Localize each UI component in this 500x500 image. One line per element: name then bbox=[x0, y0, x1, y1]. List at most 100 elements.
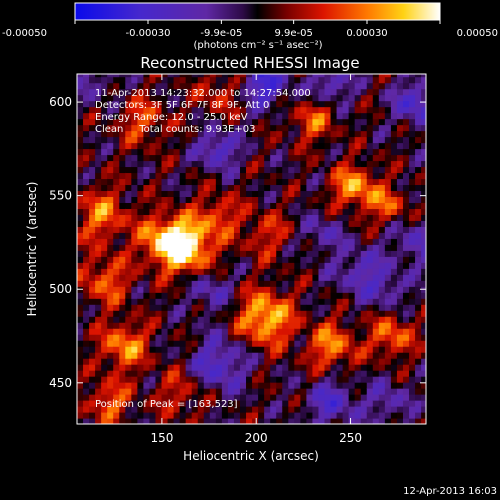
heatmap-cell bbox=[191, 154, 199, 162]
heatmap-cell bbox=[324, 376, 332, 383]
heatmap-cell bbox=[233, 280, 241, 287]
heatmap-cell bbox=[191, 130, 199, 138]
heatmap-cell bbox=[366, 364, 374, 371]
heatmap-cell bbox=[191, 88, 199, 96]
heatmap-cell bbox=[221, 370, 229, 377]
heatmap-cell bbox=[276, 172, 283, 180]
heatmap-cell bbox=[155, 298, 163, 305]
heatmap-cell bbox=[318, 148, 326, 156]
heatmap-cell bbox=[324, 334, 332, 341]
heatmap-cell bbox=[209, 208, 217, 215]
heatmap-cell bbox=[415, 286, 422, 293]
heatmap-cell bbox=[258, 298, 265, 305]
heatmap-cell bbox=[173, 94, 181, 102]
heatmap-cell bbox=[300, 412, 307, 419]
heatmap-cell bbox=[209, 400, 217, 407]
heatmap-cell bbox=[396, 328, 404, 335]
heatmap-cell bbox=[77, 358, 84, 365]
heatmap-cell bbox=[137, 154, 145, 162]
heatmap-cell bbox=[421, 328, 426, 335]
heatmap-cell bbox=[306, 394, 314, 401]
heatmap-cell bbox=[396, 232, 404, 239]
heatmap-cell bbox=[227, 280, 235, 287]
heatmap-cell bbox=[384, 106, 392, 114]
heatmap-cell bbox=[185, 262, 193, 269]
heatmap-cell bbox=[113, 268, 120, 275]
heatmap-cell bbox=[191, 400, 199, 407]
heatmap-cell bbox=[77, 94, 84, 102]
heatmap-cell bbox=[378, 388, 386, 395]
heatmap-cell bbox=[167, 316, 175, 323]
heatmap-cell bbox=[360, 370, 368, 377]
heatmap-cell bbox=[252, 256, 259, 263]
heatmap-cell bbox=[77, 178, 84, 186]
heatmap-cell bbox=[384, 88, 392, 96]
heatmap-cell bbox=[119, 94, 126, 102]
heatmap-cell bbox=[233, 298, 241, 305]
heatmap-cell bbox=[107, 412, 114, 419]
heatmap-cell bbox=[191, 274, 199, 281]
heatmap-cell bbox=[378, 304, 386, 311]
heatmap-cell bbox=[221, 262, 229, 269]
heatmap-cell bbox=[258, 250, 265, 257]
heatmap-cell bbox=[113, 394, 120, 401]
heatmap-cell bbox=[233, 160, 241, 168]
heatmap-cell bbox=[119, 124, 126, 132]
heatmap-cell bbox=[402, 130, 410, 138]
heatmap-cell bbox=[215, 136, 223, 144]
heatmap-cell bbox=[167, 148, 175, 156]
heatmap-cell bbox=[372, 328, 380, 335]
heatmap-cell bbox=[233, 118, 241, 126]
heatmap-cell bbox=[119, 196, 126, 203]
heatmap-cell bbox=[276, 274, 283, 281]
heatmap-cell bbox=[137, 298, 145, 305]
heatmap-cell bbox=[409, 352, 416, 359]
heatmap-cell bbox=[282, 142, 289, 150]
heatmap-cell bbox=[276, 280, 283, 287]
heatmap-cell bbox=[390, 232, 398, 239]
heatmap-cell bbox=[258, 406, 265, 413]
heatmap-cell bbox=[360, 154, 368, 162]
heatmap-cell bbox=[384, 214, 392, 221]
heatmap-cell bbox=[264, 376, 271, 383]
heatmap-cell bbox=[415, 358, 422, 365]
heatmap-cell bbox=[215, 106, 223, 114]
heatmap-cell bbox=[191, 328, 199, 335]
heatmap-cell bbox=[372, 172, 380, 180]
heatmap-cell bbox=[233, 130, 241, 138]
heatmap-cell bbox=[366, 256, 374, 263]
heatmap-cell bbox=[306, 136, 314, 144]
heatmap-cell bbox=[203, 286, 211, 293]
heatmap-cell bbox=[300, 94, 307, 102]
heatmap-cell bbox=[95, 370, 102, 377]
heatmap-cell bbox=[83, 124, 90, 132]
heatmap-cell bbox=[113, 220, 120, 227]
heatmap-cell bbox=[227, 160, 235, 168]
heatmap-cell bbox=[318, 328, 326, 335]
heatmap-cell bbox=[336, 166, 344, 174]
heatmap-cell bbox=[155, 130, 163, 138]
heatmap-cell bbox=[330, 316, 338, 323]
heatmap-cell bbox=[396, 316, 404, 323]
heatmap-cell bbox=[167, 322, 175, 329]
heatmap-cell bbox=[409, 340, 416, 347]
heatmap-cell bbox=[318, 190, 326, 198]
heatmap-cell bbox=[264, 352, 271, 359]
heatmap-cell bbox=[131, 352, 138, 359]
heatmap-cell bbox=[270, 316, 277, 323]
heatmap-cell bbox=[282, 268, 289, 275]
heatmap-cell bbox=[77, 406, 84, 413]
heatmap-cell bbox=[197, 184, 205, 192]
heatmap-cell bbox=[173, 142, 181, 150]
heatmap-cell bbox=[366, 94, 374, 102]
heatmap-cell bbox=[107, 352, 114, 359]
heatmap-cell bbox=[318, 322, 326, 329]
heatmap-cell bbox=[221, 334, 229, 341]
heatmap-cell bbox=[336, 382, 344, 389]
heatmap-cell bbox=[83, 346, 90, 353]
heatmap-cell bbox=[324, 202, 332, 209]
heatmap-cell bbox=[227, 214, 235, 221]
heatmap-cell bbox=[246, 148, 253, 156]
heatmap-cell bbox=[161, 370, 169, 377]
heatmap-cell bbox=[233, 358, 241, 365]
